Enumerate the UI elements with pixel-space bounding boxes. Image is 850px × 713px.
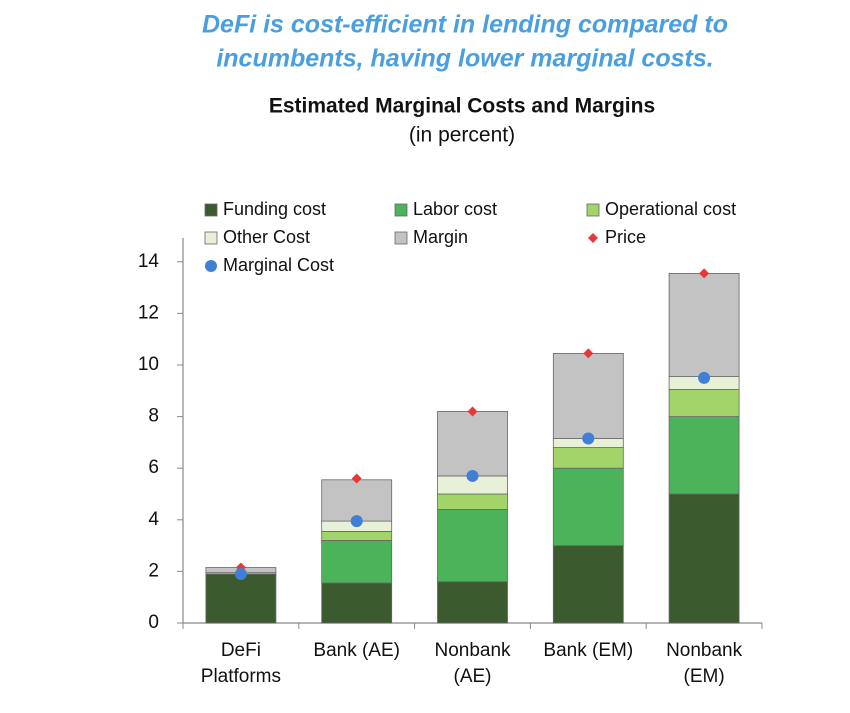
legend-swatch [204,231,218,245]
chart-subtitle: (in percent) [409,124,515,147]
x-tick-label-line: Bank (EM) [543,640,633,661]
bar-segment [321,479,393,522]
legend-label: Other Cost [223,227,310,247]
price-marker [467,406,478,417]
legend-label: Operational cost [605,199,736,219]
bar-segment [437,581,508,624]
bar-segment [668,416,740,495]
x-tick-label: Nonbank (EM) [666,640,743,687]
legend-label: Price [605,227,646,247]
legend-swatch [586,203,600,217]
x-tick-label: DeFi Platforms [201,640,281,687]
bar-segment [321,531,393,541]
x-tick-label: Bank (EM) [543,640,633,661]
legend-label: Margin [413,227,468,247]
marginal-cost-marker [466,469,479,482]
y-tick-label: 12 [138,302,159,323]
chart-title: Estimated Marginal Costs and Margins [269,95,655,118]
legend-swatch [394,203,408,217]
x-tick-label: Bank (AE) [313,640,400,661]
bar-segment [668,273,740,378]
bar-segment [552,467,624,547]
x-tick-label-line: Bank (AE) [313,640,400,661]
bar-segment [437,509,508,583]
price-marker [351,473,362,484]
headline: DeFi is cost-efficient in lending compar… [202,11,728,39]
x-tick-label-line: DeFi [221,640,261,661]
bar-segment [668,493,740,624]
x-tick-label-line: (EM) [684,666,725,687]
y-tick-label: 4 [148,509,159,530]
y-tick-label: 2 [148,560,159,581]
bar-segment [437,411,508,477]
legend-label: Labor cost [413,199,497,219]
x-tick-label-line: Platforms [201,666,281,687]
legend-swatch [394,231,408,245]
marginal-cost-marker [350,515,363,528]
legend-label: Funding cost [223,199,326,219]
headline: incumbents, having lower marginal costs. [216,45,713,73]
bar-segment [552,545,624,624]
legend-swatch [588,233,598,243]
bar-segment [321,582,393,624]
y-tick-label: 14 [138,251,160,272]
legend-swatch [205,260,217,272]
x-tick-label-line: Nonbank [666,640,743,661]
price-marker [699,268,710,279]
x-tick-label-line: Nonbank [434,640,511,661]
marginal-cost-marker [698,371,711,384]
legend-swatch [204,203,218,217]
marginal-cost-marker [582,432,595,445]
price-marker [583,348,594,359]
bar-segment [552,352,624,439]
bar-segment [437,493,508,510]
x-tick-label: Nonbank (AE) [434,640,511,687]
legend-label: Marginal Cost [223,255,334,275]
y-tick-label: 10 [138,354,159,375]
bar-segment [668,389,740,418]
bar-segment [321,540,393,584]
x-tick-label-line: (AE) [454,666,492,687]
bar-segment [552,447,624,469]
y-tick-label: 8 [148,406,159,427]
marginal-cost-marker [234,567,247,580]
bar-segment [205,573,277,624]
y-tick-label: 6 [148,457,159,478]
y-tick-label: 0 [148,612,159,633]
